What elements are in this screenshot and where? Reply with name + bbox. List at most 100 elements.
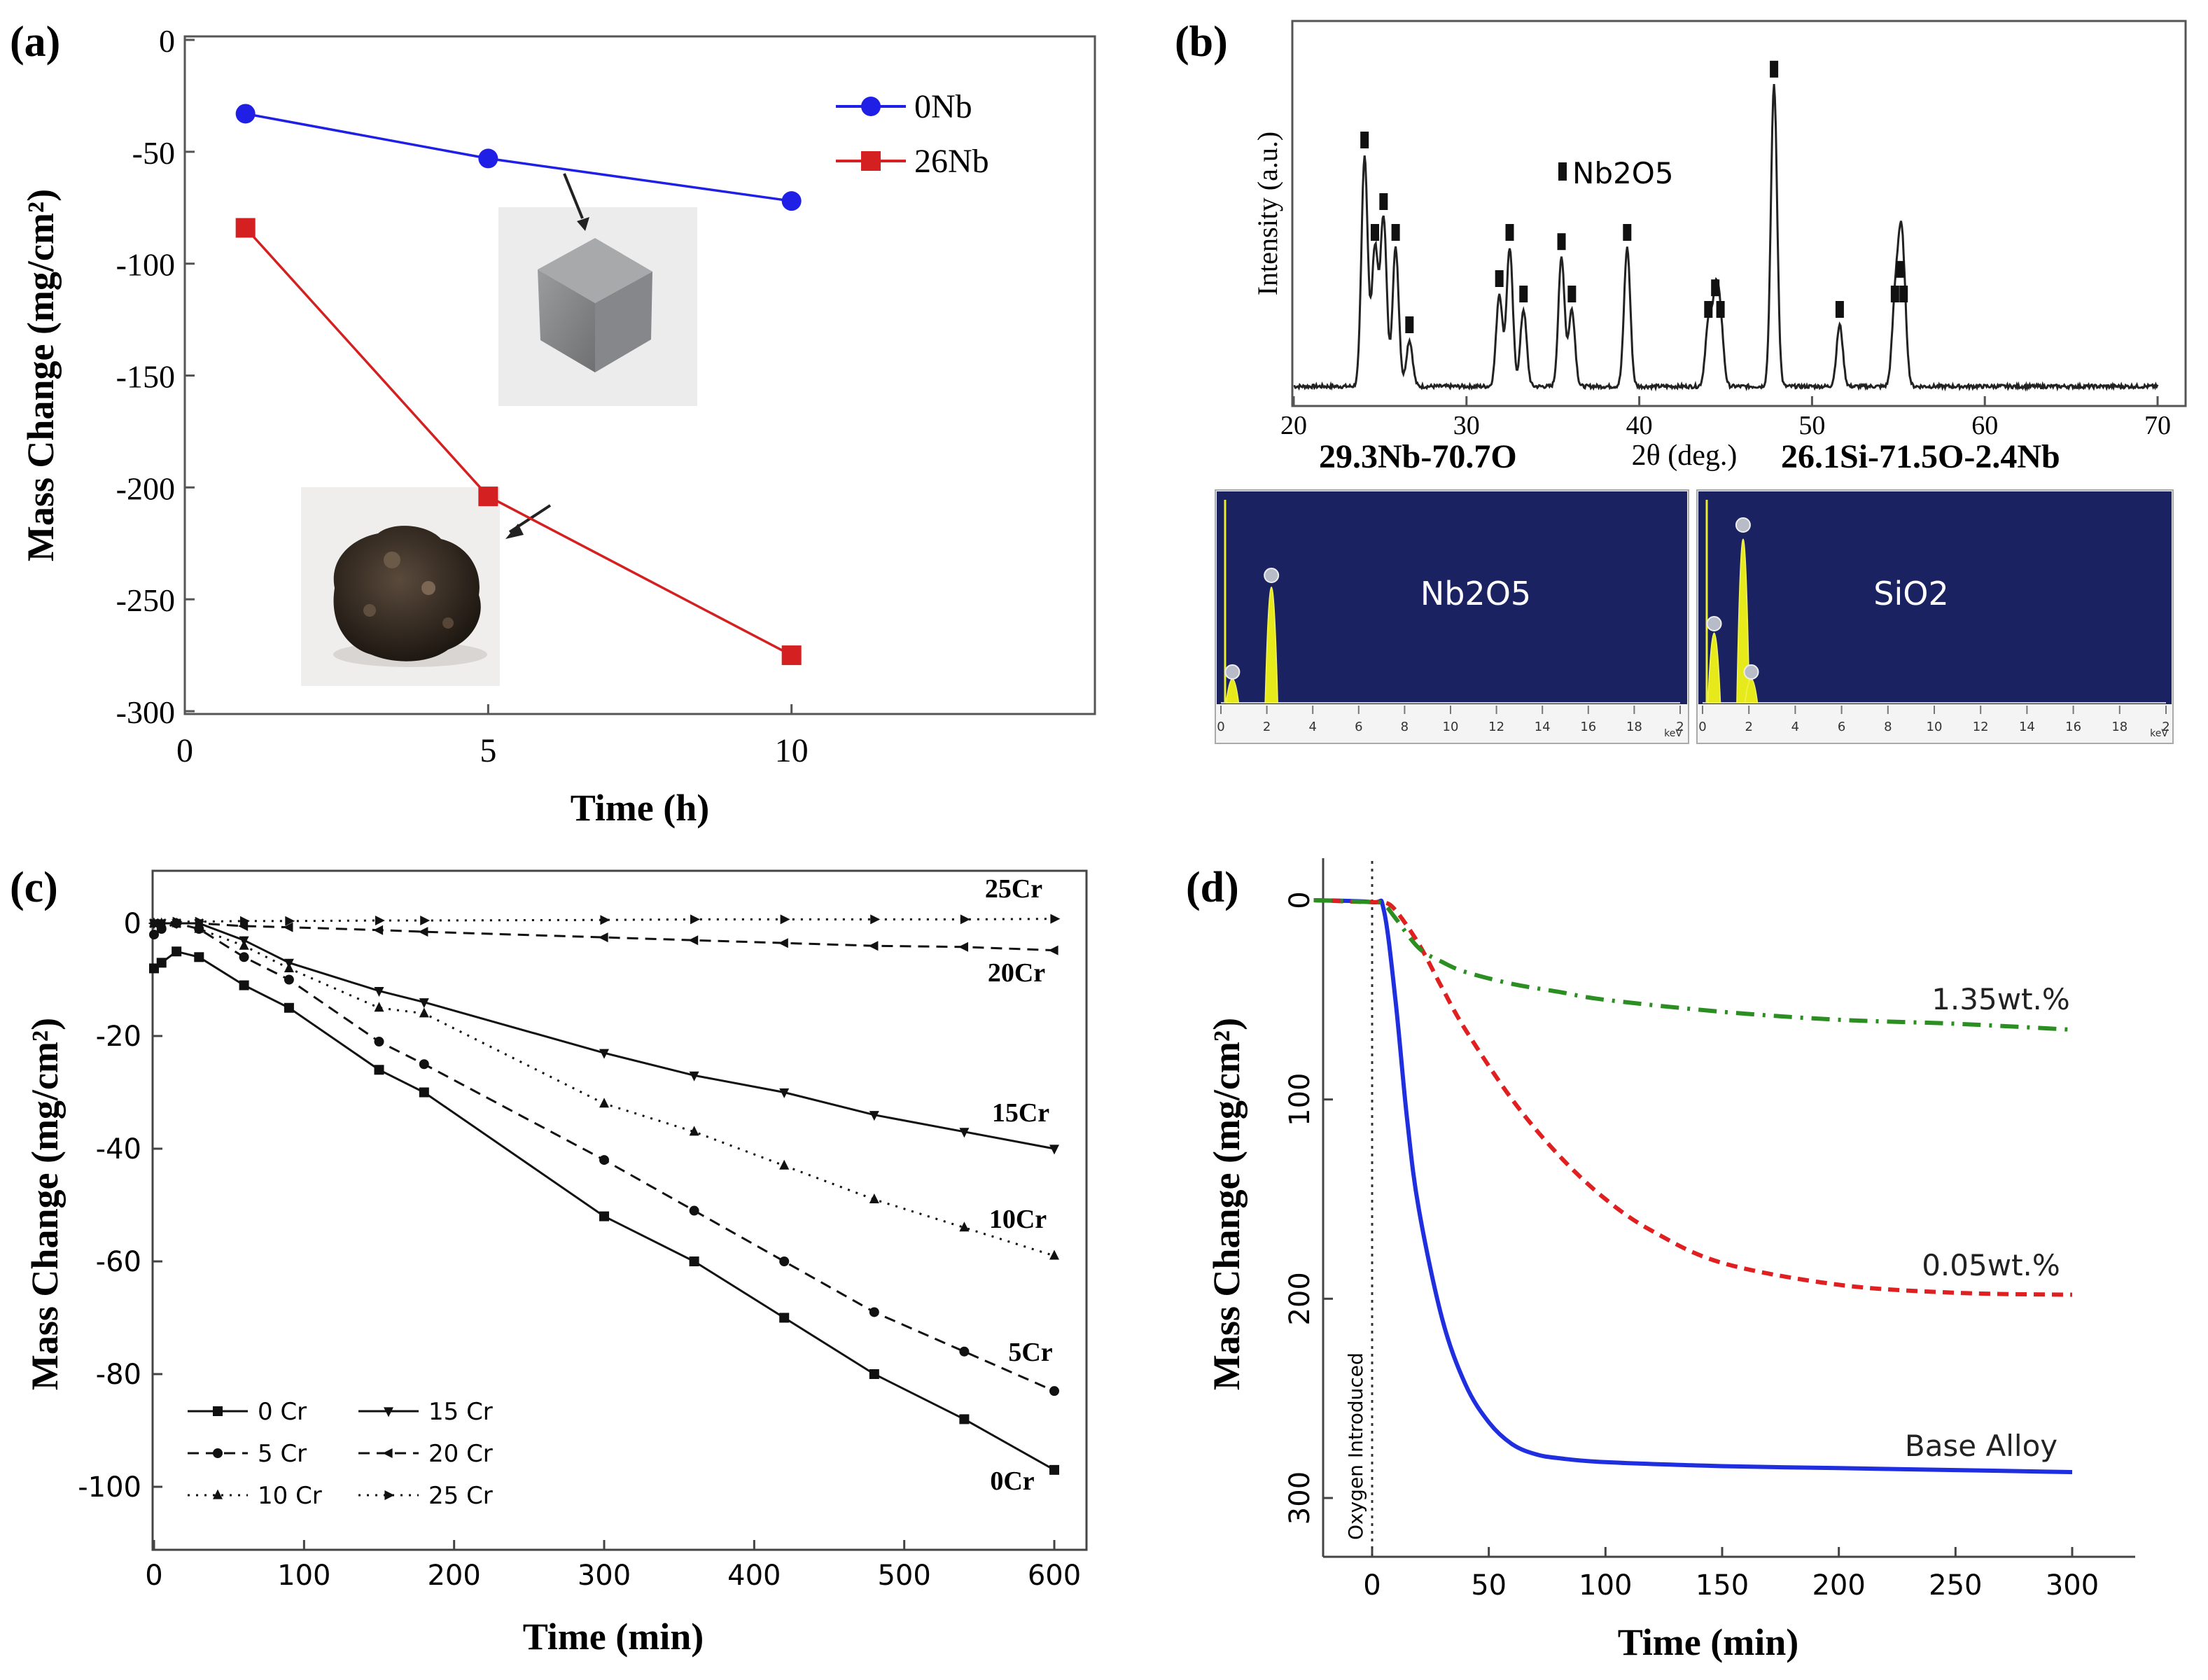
eds-peak-marker bbox=[1735, 517, 1751, 533]
c-legend-label: 0 Cr bbox=[258, 1398, 307, 1426]
eds-sio2-title: SiO2 bbox=[1873, 575, 1948, 612]
c-legend-label: 5 Cr bbox=[258, 1440, 307, 1468]
eds-tick-label: 10 bbox=[1443, 720, 1459, 734]
c-legend-label: 20 Cr bbox=[428, 1440, 493, 1468]
a-xtick-label: 10 bbox=[775, 732, 809, 769]
eds-tick-label: 8 bbox=[1884, 720, 1892, 734]
c-legend-label: 15 Cr bbox=[428, 1398, 493, 1426]
panel-c-plot-frame bbox=[151, 869, 1088, 1551]
c-point-25 Cr bbox=[600, 915, 610, 925]
d-series-line-0.05wt.% bbox=[1313, 898, 2073, 1297]
d-ytick-label: 200 bbox=[1284, 1272, 1316, 1325]
d-xtick-label: 300 bbox=[2046, 1569, 2099, 1602]
d-curve-label-0.05wt.%: 0.05wt.% bbox=[1922, 1248, 2060, 1282]
c-ytick-label: -20 bbox=[96, 1021, 141, 1053]
c-legend-marker bbox=[382, 1448, 393, 1458]
c-xtick-label: 0 bbox=[145, 1560, 162, 1592]
nb2o5-peak-marker bbox=[1379, 193, 1388, 210]
c-end-label-10Cr: 10Cr bbox=[989, 1205, 1047, 1234]
d-ytick-label: 100 bbox=[1284, 1072, 1316, 1126]
c-xtick-label: 600 bbox=[1028, 1560, 1081, 1592]
a-point-26Nb bbox=[781, 645, 802, 666]
b-xtick-label: 30 bbox=[1453, 411, 1480, 440]
c-point-15 Cr bbox=[239, 936, 249, 946]
a-ytick-label: -300 bbox=[116, 694, 175, 730]
eds-tick-label: 2 bbox=[1745, 720, 1752, 734]
c-legend-marker bbox=[384, 1407, 393, 1418]
nb2o5-peak-marker bbox=[1623, 224, 1632, 241]
nb2o5-peak-marker bbox=[1770, 60, 1779, 78]
c-point-5 Cr bbox=[284, 974, 294, 985]
c-ytick-label: -60 bbox=[96, 1246, 141, 1278]
nb2o5-peak-marker bbox=[1505, 224, 1514, 241]
eds-unit-label: keV bbox=[1664, 728, 1682, 739]
nb2o5-peak-marker bbox=[1519, 286, 1528, 302]
c-point-5 Cr bbox=[869, 1307, 879, 1317]
oxygen-introduced-label: Oxygen Introduced bbox=[1344, 1352, 1367, 1540]
c-point-0 Cr bbox=[149, 963, 159, 974]
eds-peak-marker bbox=[1706, 616, 1722, 631]
d-xtick-label: 0 bbox=[1363, 1569, 1381, 1602]
eds-tick-label: 2 bbox=[2162, 720, 2169, 734]
nb2o5-peak-marker bbox=[1360, 132, 1369, 148]
c-point-0 Cr bbox=[779, 1312, 790, 1323]
c-point-25 Cr bbox=[172, 916, 183, 927]
eds-tick-label: 18 bbox=[2111, 720, 2127, 734]
eds-tick-label: 6 bbox=[1355, 720, 1362, 734]
panel-b-y-axis-title: Intensity (a.u.) bbox=[1252, 132, 1283, 295]
eds-tick-label: 2 bbox=[1263, 720, 1271, 734]
eds-tick-label: 16 bbox=[2065, 720, 2081, 734]
c-point-25 Cr bbox=[420, 916, 431, 925]
panel-a-legend: 0Nb 26Nb bbox=[836, 88, 989, 180]
d-series-line-Base Alloy bbox=[1313, 898, 2073, 1474]
c-point-20 Cr bbox=[1048, 945, 1058, 955]
legend-marker-26nb bbox=[861, 151, 881, 171]
a-ytick-label: -200 bbox=[116, 470, 175, 506]
c-series-line-0 Cr bbox=[153, 950, 1055, 1471]
panel-b-label: (b) bbox=[1175, 18, 1228, 66]
a-point-0Nb bbox=[478, 148, 498, 169]
eds-tick-label: 12 bbox=[1488, 720, 1504, 734]
c-point-5 Cr bbox=[959, 1346, 970, 1357]
nb2o5-peak-marker bbox=[1899, 286, 1908, 302]
cube-sample-photo bbox=[498, 207, 697, 406]
c-point-15 Cr bbox=[599, 1049, 609, 1059]
c-legend-marker bbox=[213, 1448, 223, 1458]
a-point-26Nb bbox=[235, 218, 256, 238]
c-point-10 Cr bbox=[599, 1098, 609, 1108]
c-legend-label: 10 Cr bbox=[258, 1482, 322, 1510]
c-point-25 Cr bbox=[1050, 913, 1061, 924]
c-legend-marker bbox=[384, 1490, 395, 1500]
d-ytick-label: 0 bbox=[1284, 891, 1316, 909]
c-point-25 Cr bbox=[150, 918, 160, 928]
c-point-10 Cr bbox=[419, 1007, 429, 1018]
b-xtick-label: 60 bbox=[1971, 411, 1998, 440]
c-point-25 Cr bbox=[158, 918, 168, 928]
c-point-15 Cr bbox=[959, 1128, 970, 1138]
eds-peak bbox=[1707, 632, 1721, 704]
eds-sio2-background bbox=[1698, 491, 2172, 704]
panel-d-y-axis-title: Mass Change (mg/cm²) bbox=[1206, 1018, 1248, 1390]
c-point-5 Cr bbox=[149, 930, 159, 940]
a-ytick-label: -100 bbox=[116, 247, 175, 283]
a-ytick-label: 0 bbox=[159, 23, 175, 59]
c-point-0 Cr bbox=[869, 1369, 879, 1379]
c-xtick-label: 500 bbox=[877, 1560, 930, 1592]
c-point-25 Cr bbox=[780, 914, 790, 925]
legend-marker-nb2o5 bbox=[1558, 162, 1567, 181]
eds-unit-label: keV bbox=[2150, 728, 2168, 739]
c-legend-marker bbox=[213, 1489, 223, 1499]
c-point-5 Cr bbox=[689, 1205, 699, 1216]
c-point-0 Cr bbox=[172, 946, 182, 957]
d-curve-label-1.35wt.%: 1.35wt.% bbox=[1931, 982, 2070, 1016]
c-point-5 Cr bbox=[419, 1059, 429, 1070]
nb2o5-peak-marker bbox=[1835, 301, 1844, 318]
c-point-15 Cr bbox=[869, 1111, 879, 1121]
c-point-0 Cr bbox=[156, 958, 167, 968]
arrow-to-spalled-head bbox=[505, 524, 524, 539]
panel-a-label: (a) bbox=[10, 18, 60, 66]
c-point-5 Cr bbox=[1049, 1386, 1059, 1396]
c-point-0 Cr bbox=[284, 1002, 294, 1013]
c-point-10 Cr bbox=[1049, 1250, 1059, 1260]
c-point-15 Cr bbox=[284, 958, 294, 969]
